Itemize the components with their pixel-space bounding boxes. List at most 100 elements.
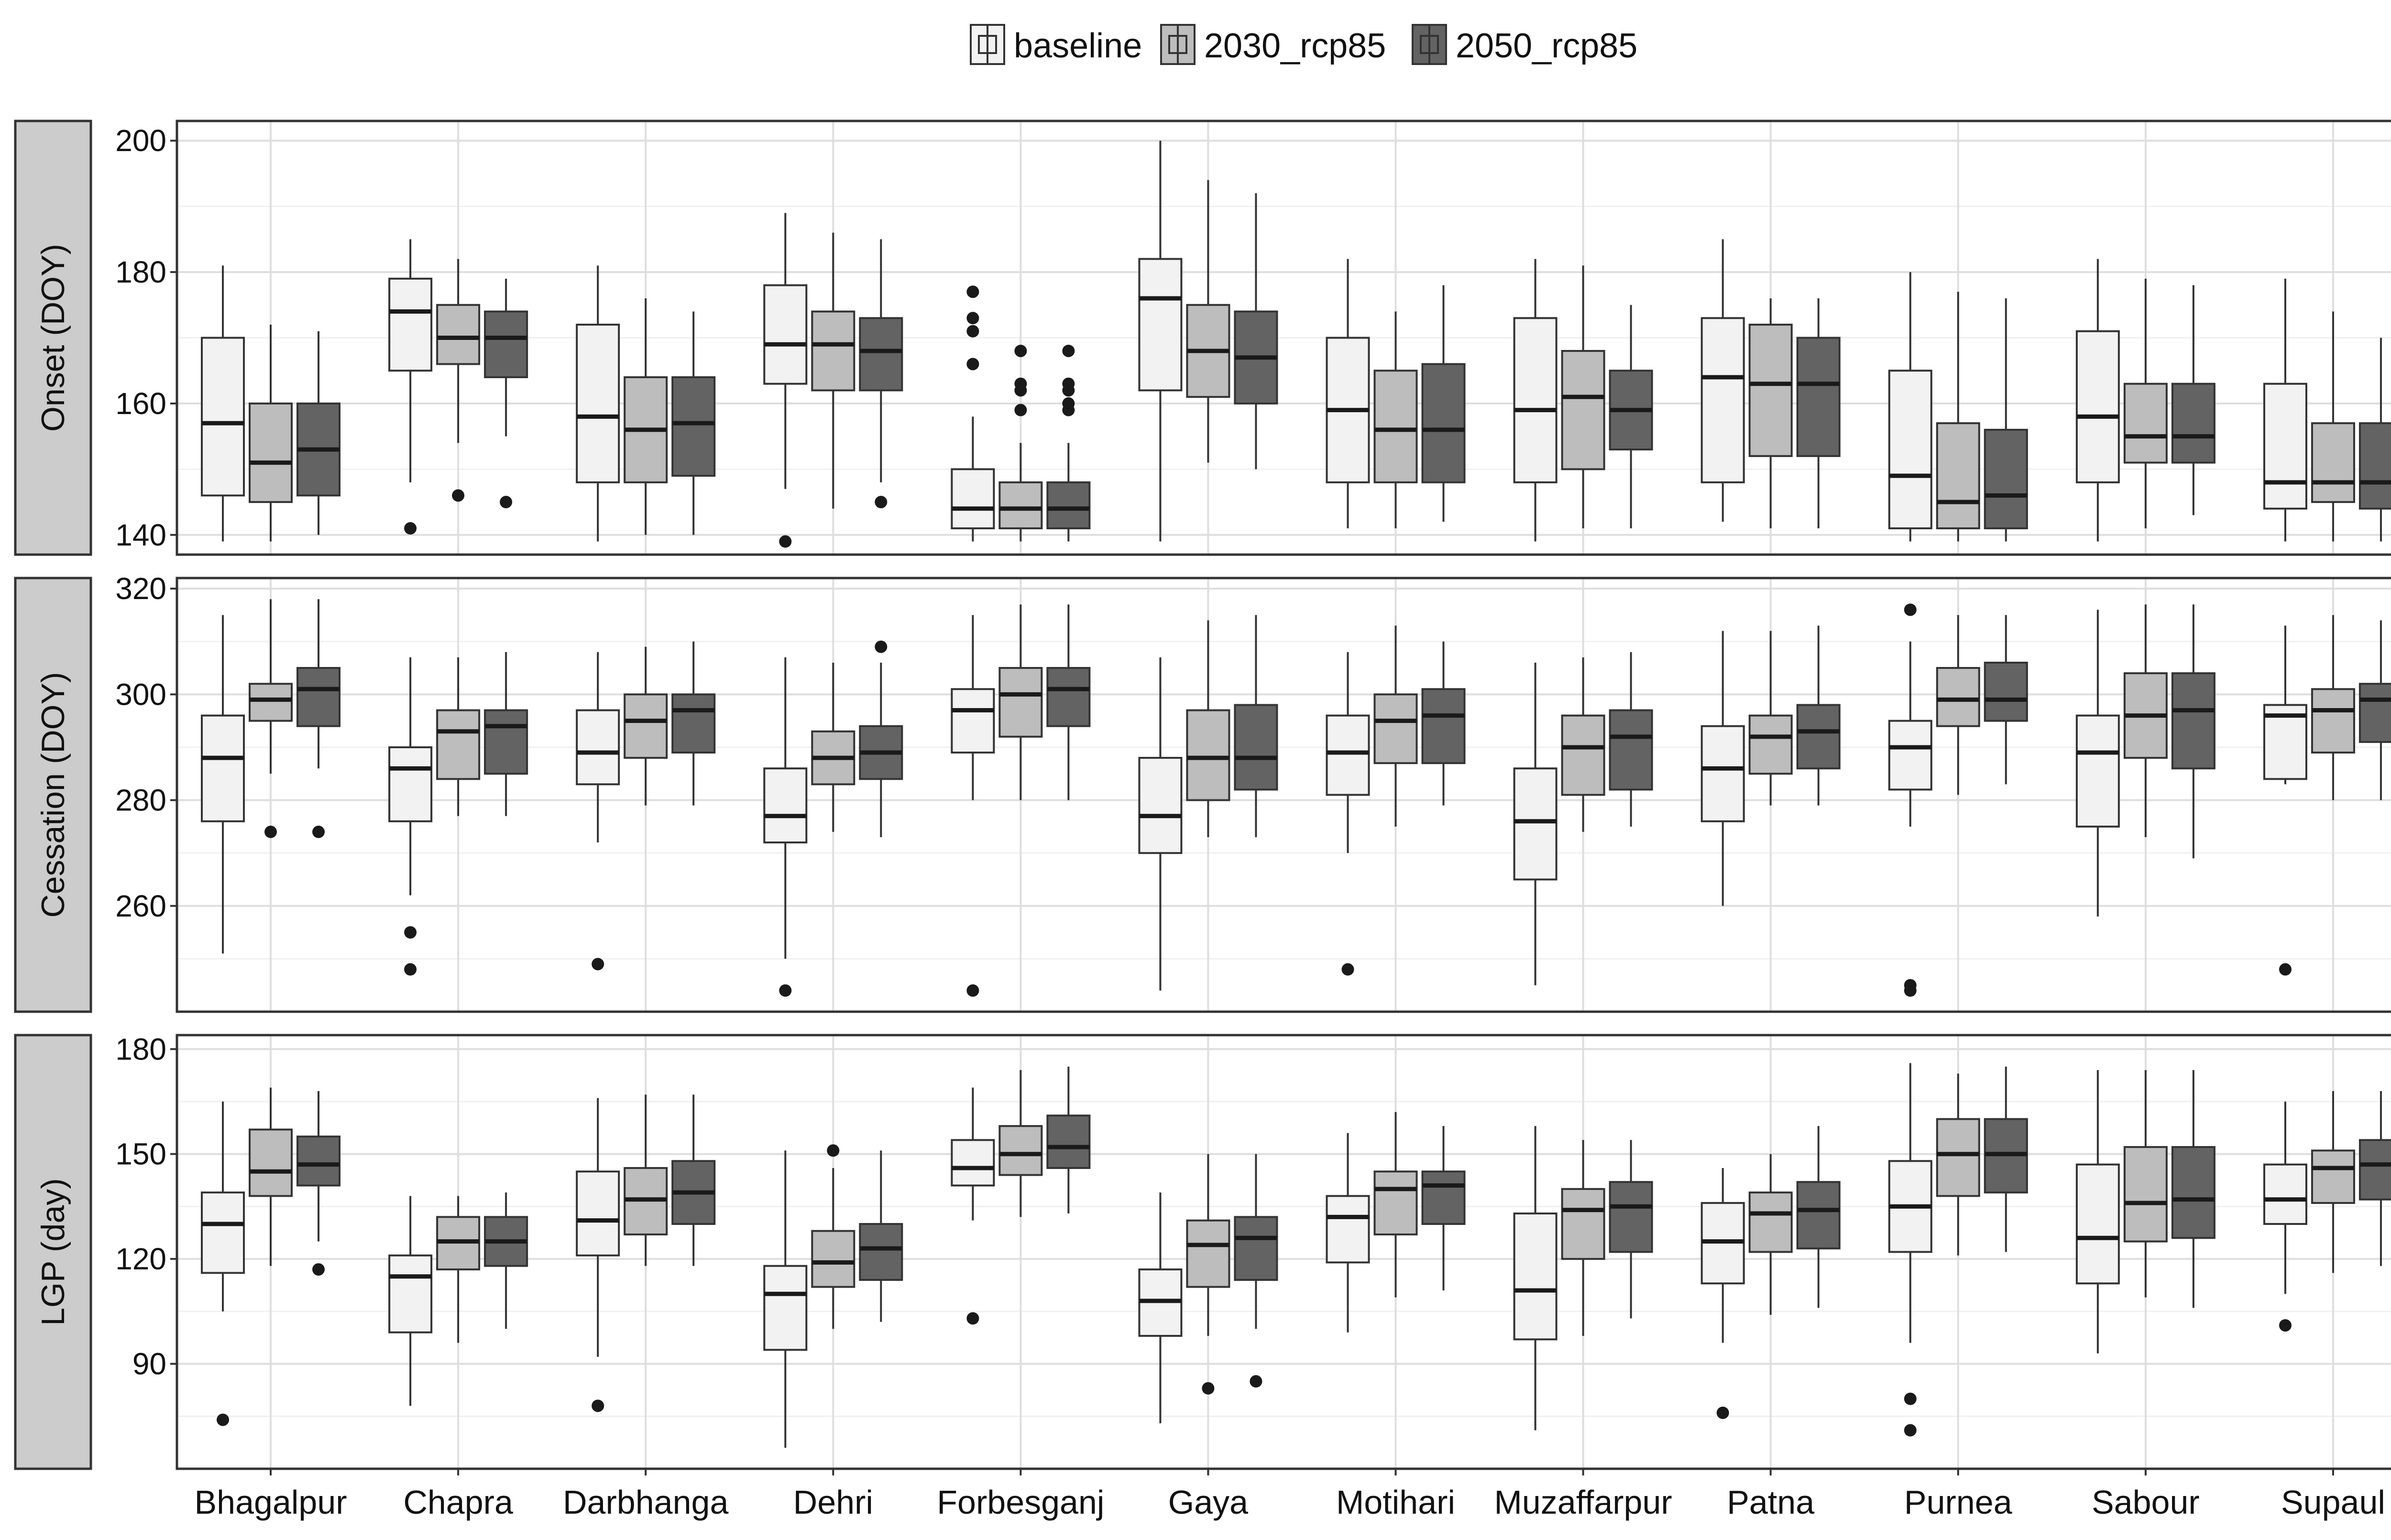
- box-body: [671, 376, 716, 477]
- box-body: [2358, 683, 2391, 743]
- outlier-point: [404, 522, 417, 535]
- panel-border: [175, 120, 2391, 556]
- box-body: [1561, 1188, 1605, 1260]
- box-bhagalpur-2050-rcp85: [296, 1091, 341, 1276]
- box-chapra-2030-rcp85: [436, 1196, 481, 1343]
- box-dehri-baseline: [763, 213, 808, 548]
- box-body: [1700, 725, 1745, 822]
- box-body: [2171, 382, 2216, 464]
- outlier-point: [1014, 344, 1027, 357]
- box-supaul-baseline: [2263, 278, 2307, 542]
- legend: baseline 2030_rcp85 2050_rcp85: [970, 24, 1637, 65]
- box-patna-2030-rcp85: [1748, 298, 1793, 529]
- box-muzaffarpur-2030-rcp85: [1561, 657, 1605, 832]
- box-bhagalpur-2030-rcp85: [249, 1087, 293, 1266]
- box-darbhanga-2030-rcp85: [624, 1094, 668, 1266]
- outlier-point: [404, 926, 417, 939]
- outlier-point: [966, 358, 979, 371]
- outlier-point: [966, 984, 979, 997]
- box-body: [2075, 330, 2120, 483]
- box-gaya-baseline: [1138, 1192, 1183, 1423]
- box-body: [201, 337, 245, 497]
- box-purnea-2050-rcp85: [1984, 1066, 2028, 1252]
- box-body: [2075, 1163, 2120, 1285]
- outlier-point: [1014, 404, 1027, 416]
- box-sabour-2030-rcp85: [2123, 604, 2168, 837]
- box-body: [763, 1265, 808, 1351]
- box-patna-2030-rcp85: [1748, 631, 1793, 806]
- outlier-point: [1250, 1375, 1262, 1388]
- box-body: [671, 693, 716, 754]
- box-body: [2075, 714, 2120, 828]
- x-tick-label-muzaffarpur: Muzaffarpur: [1494, 1484, 1672, 1521]
- box-forbesganj-baseline: [951, 615, 995, 997]
- box-body: [1936, 1118, 1980, 1197]
- box-body: [1186, 1219, 1230, 1288]
- outlier-point: [217, 1413, 230, 1426]
- y-tick-label: 300: [115, 677, 166, 711]
- outlier-point: [592, 958, 604, 971]
- y-tick-label: 160: [115, 386, 166, 421]
- outlier-point: [312, 825, 325, 838]
- box-body: [1046, 667, 1091, 727]
- box-motihari-baseline: [1326, 259, 1370, 529]
- box-darbhanga-2030-rcp85: [624, 298, 668, 535]
- box-supaul-2030-rcp85: [2311, 311, 2355, 542]
- box-body: [1421, 688, 1466, 765]
- box-body: [576, 324, 620, 483]
- box-body: [1748, 324, 1793, 457]
- box-body: [1421, 1170, 1466, 1225]
- y-tick-label: 140: [115, 518, 166, 552]
- outlier-point: [312, 1263, 325, 1276]
- panel-border: [175, 577, 2391, 1013]
- x-tick-label-dehri: Dehri: [793, 1484, 873, 1521]
- box-sabour-2050-rcp85: [2171, 604, 2216, 859]
- box-sabour-2050-rcp85: [2171, 1070, 2216, 1308]
- legend-label-2030-rcp85: 2030_rcp85: [1204, 27, 1386, 65]
- box-body: [2358, 422, 2391, 510]
- box-motihari-baseline: [1326, 1133, 1370, 1332]
- box-body: [2263, 1163, 2307, 1225]
- box-body: [1138, 258, 1183, 392]
- box-body: [249, 1128, 293, 1197]
- box-gaya-2050-rcp85: [1234, 193, 1278, 470]
- box-body: [1513, 767, 1557, 881]
- outlier-point: [1904, 603, 1917, 616]
- box-dehri-2050-rcp85: [859, 239, 903, 509]
- box-bhagalpur-2050-rcp85: [296, 599, 341, 838]
- outlier-point: [500, 496, 513, 509]
- box-body: [2123, 1146, 2168, 1243]
- x-tick-label-motihari: Motihari: [1336, 1484, 1455, 1521]
- x-tick-label-darbhanga: Darbhanga: [563, 1484, 728, 1521]
- box-body: [859, 1223, 903, 1281]
- outlier-point: [1014, 377, 1027, 390]
- box-body: [1888, 720, 1932, 791]
- outlier-point: [966, 285, 979, 298]
- box-bhagalpur-2030-rcp85: [249, 599, 293, 838]
- box-body: [1326, 1195, 1370, 1264]
- box-body: [296, 1136, 341, 1187]
- outlier-point: [1904, 1392, 1917, 1405]
- box-darbhanga-2030-rcp85: [624, 646, 668, 806]
- box-supaul-2050-rcp85: [2358, 338, 2391, 542]
- outlier-point: [404, 963, 417, 976]
- box-body: [436, 304, 481, 365]
- outlier-point: [1062, 397, 1075, 410]
- box-body: [763, 284, 808, 385]
- panel-onset-doy: 140 160 180 200 Onset (DOY): [14, 120, 2391, 556]
- outlier-point: [1202, 1382, 1215, 1395]
- box-purnea-baseline: [1888, 1063, 1932, 1437]
- box-body: [1936, 422, 1980, 530]
- box-body: [1234, 1216, 1278, 1281]
- outlier-point: [1904, 1424, 1917, 1437]
- panel-border: [175, 1034, 2391, 1470]
- box-motihari-baseline: [1326, 652, 1370, 976]
- box-body: [1936, 667, 1980, 727]
- box-body: [296, 667, 341, 727]
- box-patna-baseline: [1700, 1168, 1745, 1419]
- box-forbesganj-baseline: [951, 1087, 995, 1325]
- box-dehri-baseline: [763, 657, 808, 997]
- box-gaya-2050-rcp85: [1234, 615, 1278, 837]
- box-body: [1748, 714, 1793, 775]
